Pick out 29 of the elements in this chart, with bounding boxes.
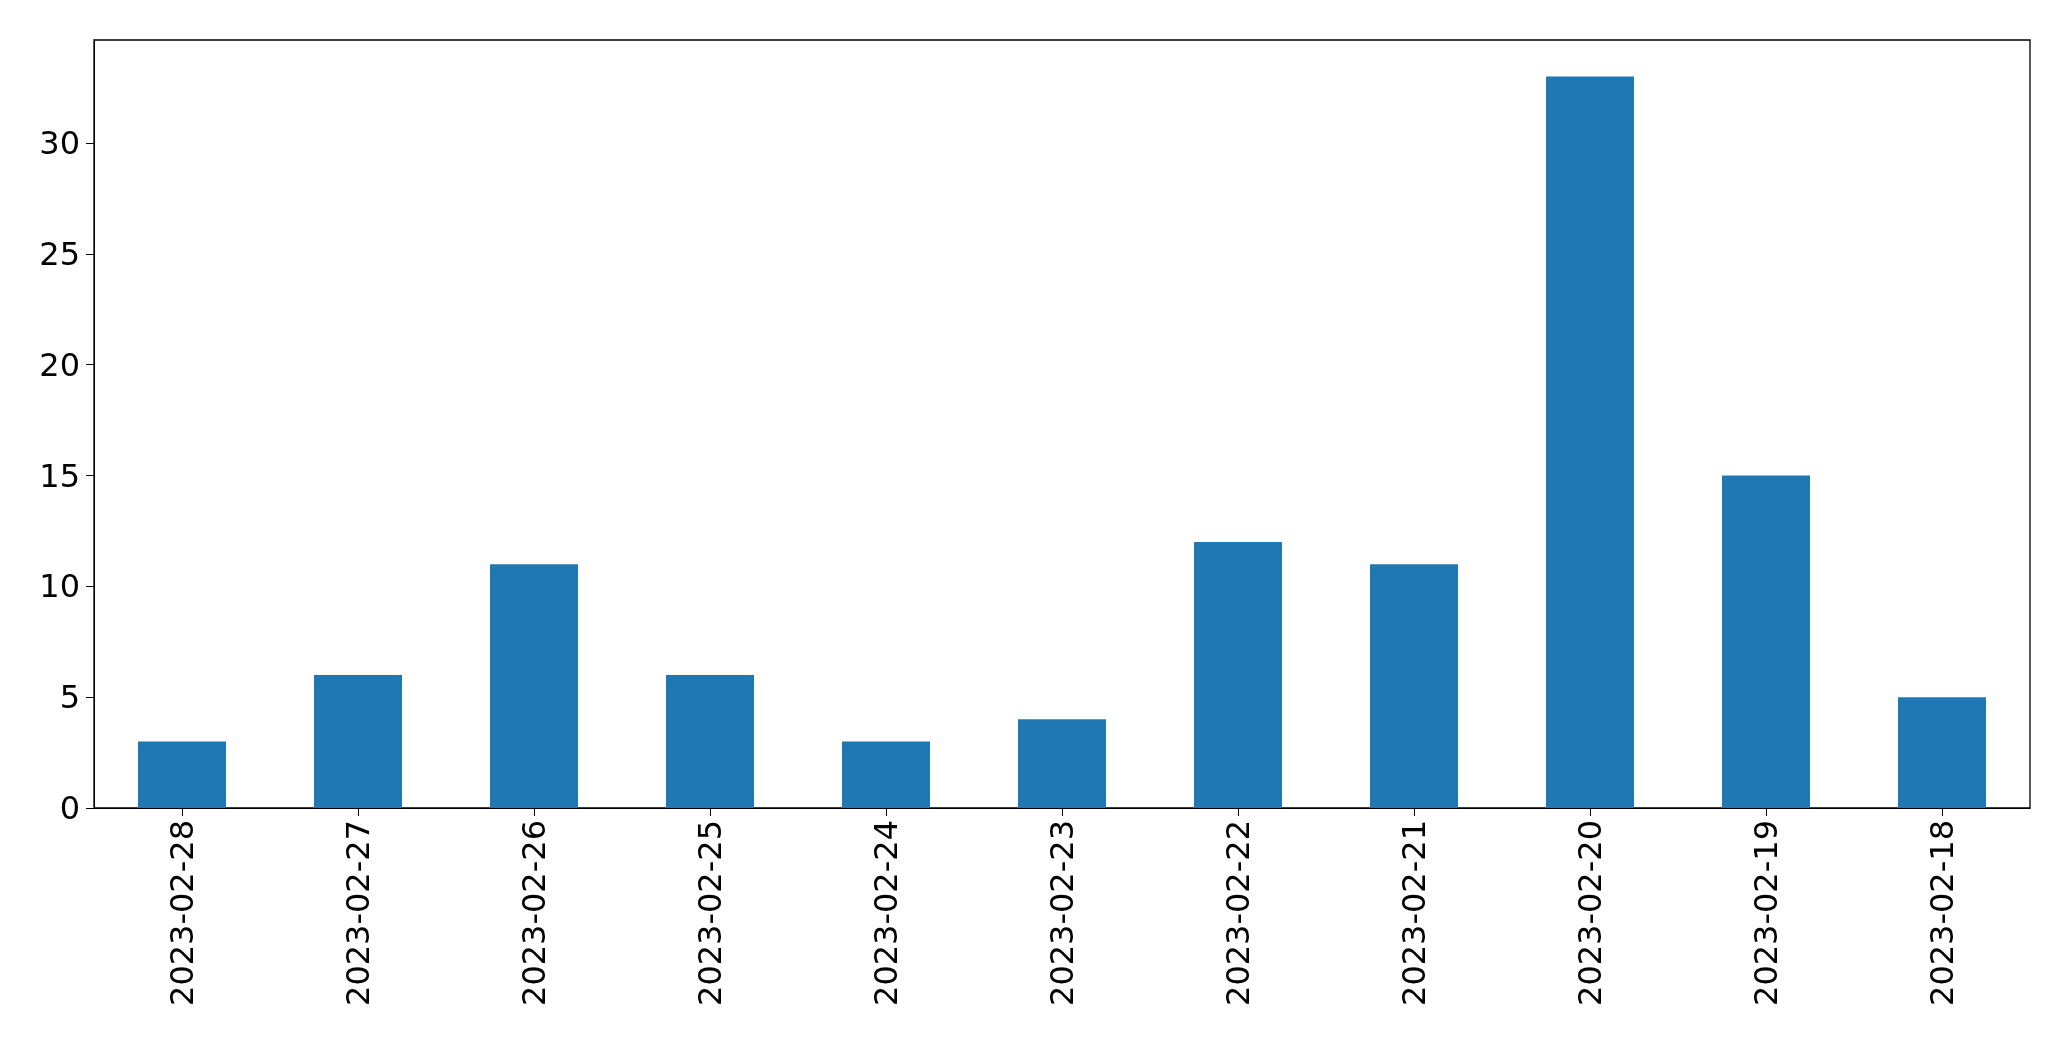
- y-tick-label: 20: [39, 345, 80, 384]
- bar: [314, 675, 402, 808]
- x-tick-label: 2023-02-27: [339, 820, 377, 1006]
- bar: [1194, 542, 1282, 808]
- bar: [138, 741, 226, 808]
- y-tick-label: 5: [59, 678, 80, 717]
- bar: [1370, 564, 1458, 808]
- bar: [1722, 475, 1810, 808]
- bar: [1898, 697, 1986, 808]
- x-tick-label: 2023-02-18: [1923, 820, 1961, 1006]
- x-tick-label: 2023-02-26: [515, 820, 553, 1006]
- x-tick-label: 2023-02-20: [1571, 820, 1609, 1006]
- bar: [666, 675, 754, 808]
- y-tick-label: 25: [39, 234, 80, 273]
- x-tick-label: 2023-02-25: [691, 820, 729, 1006]
- bar: [1018, 719, 1106, 808]
- bar: [1546, 76, 1634, 808]
- y-tick-label: 30: [39, 124, 80, 163]
- x-tick-label: 2023-02-28: [163, 820, 201, 1006]
- x-tick-label: 2023-02-24: [867, 820, 905, 1006]
- x-tick-label: 2023-02-21: [1395, 820, 1433, 1006]
- x-tick-label: 2023-02-22: [1219, 820, 1257, 1006]
- bar: [842, 741, 930, 808]
- bar: [490, 564, 578, 808]
- y-tick-label: 10: [39, 567, 80, 606]
- y-tick-label: 0: [59, 789, 80, 827]
- y-tick-label: 15: [39, 456, 80, 495]
- x-tick-label: 2023-02-19: [1747, 820, 1785, 1006]
- x-tick-label: 2023-02-23: [1043, 820, 1081, 1006]
